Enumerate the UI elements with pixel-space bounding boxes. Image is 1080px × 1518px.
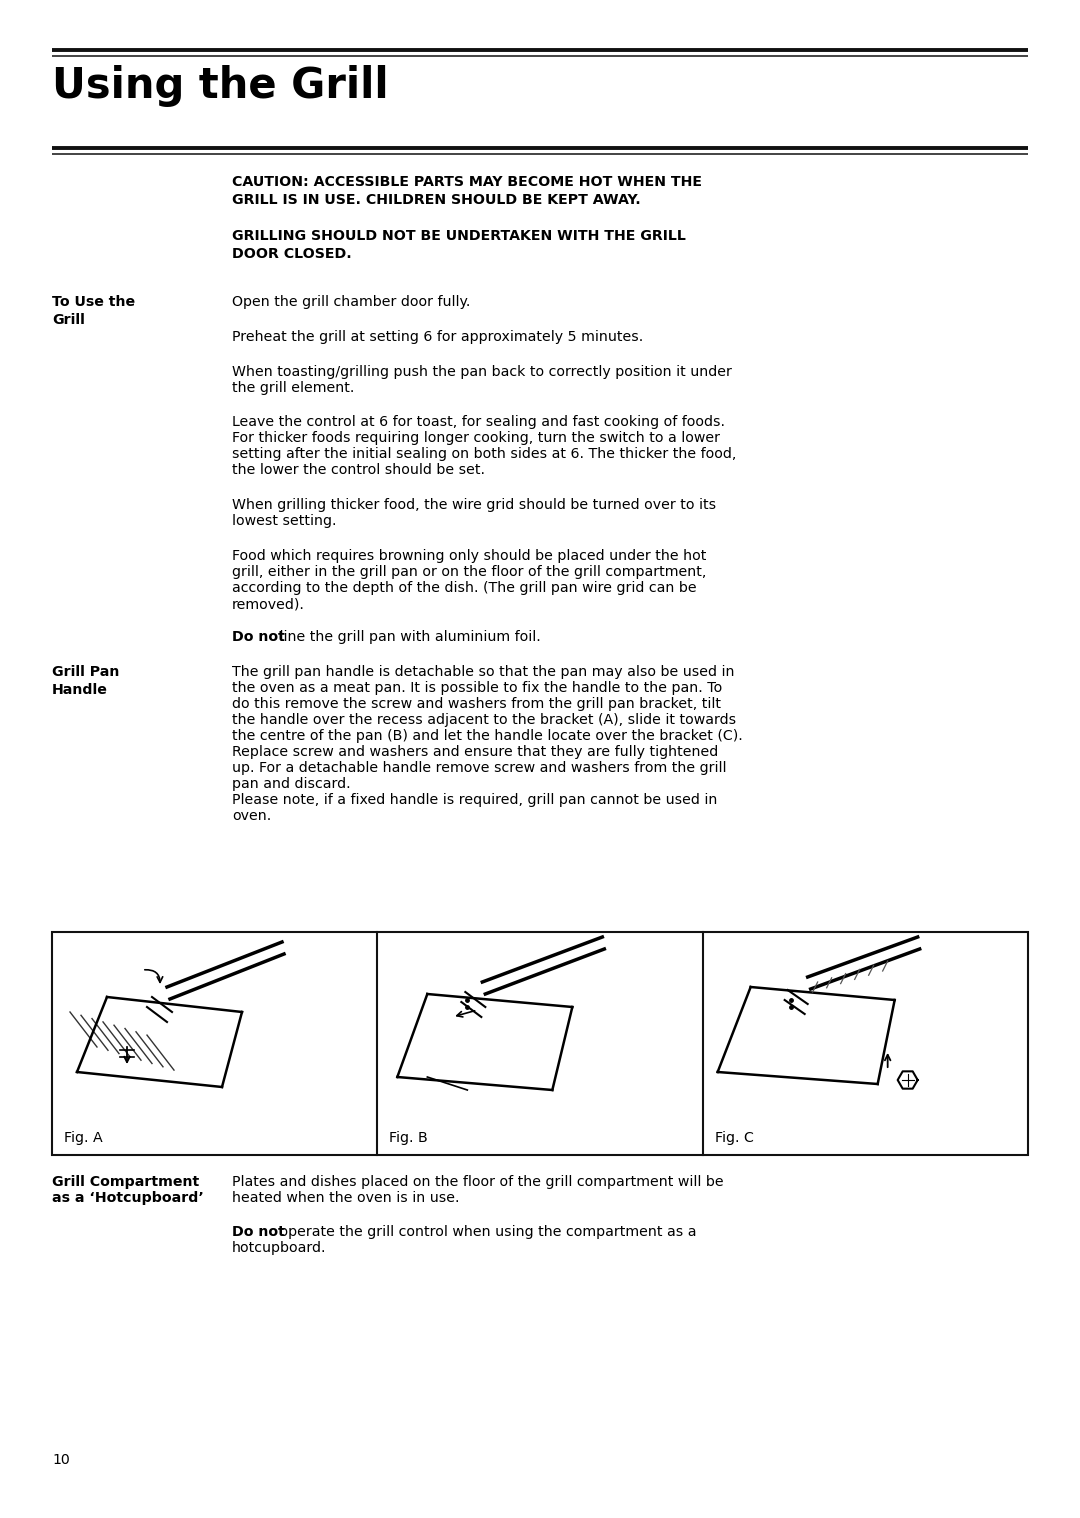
Text: Food which requires browning only should be placed under the hot: Food which requires browning only should… [232, 550, 706, 563]
Text: Fig. B: Fig. B [389, 1131, 428, 1145]
Text: CAUTION: ACCESSIBLE PARTS MAY BECOME HOT WHEN THE: CAUTION: ACCESSIBLE PARTS MAY BECOME HOT… [232, 175, 702, 190]
Text: according to the depth of the dish. (The grill pan wire grid can be: according to the depth of the dish. (The… [232, 581, 697, 595]
Text: DOOR CLOSED.: DOOR CLOSED. [232, 247, 352, 261]
Text: Preheat the grill at setting 6 for approximately 5 minutes.: Preheat the grill at setting 6 for appro… [232, 329, 644, 345]
Text: Grill Pan: Grill Pan [52, 665, 120, 679]
Text: 10: 10 [52, 1453, 70, 1466]
Text: operate the grill control when using the compartment as a: operate the grill control when using the… [275, 1225, 697, 1239]
Text: Using the Grill: Using the Grill [52, 65, 389, 106]
Text: the handle over the recess adjacent to the bracket (A), slide it towards: the handle over the recess adjacent to t… [232, 713, 737, 727]
Text: To Use the: To Use the [52, 294, 135, 310]
Text: Fig. A: Fig. A [64, 1131, 103, 1145]
Text: GRILL IS IN USE. CHILDREN SHOULD BE KEPT AWAY.: GRILL IS IN USE. CHILDREN SHOULD BE KEPT… [232, 193, 640, 206]
Text: the lower the control should be set.: the lower the control should be set. [232, 463, 485, 477]
Text: grill, either in the grill pan or on the floor of the grill compartment,: grill, either in the grill pan or on the… [232, 565, 706, 578]
Text: hotcupboard.: hotcupboard. [232, 1242, 326, 1255]
Text: line the grill pan with aluminium foil.: line the grill pan with aluminium foil. [275, 630, 541, 644]
Text: When grilling thicker food, the wire grid should be turned over to its: When grilling thicker food, the wire gri… [232, 498, 716, 512]
Text: Do not: Do not [232, 1225, 285, 1239]
Text: Grill Compartment: Grill Compartment [52, 1175, 199, 1189]
Text: Plates and dishes placed on the floor of the grill compartment will be: Plates and dishes placed on the floor of… [232, 1175, 724, 1189]
Text: lowest setting.: lowest setting. [232, 515, 337, 528]
Text: Handle: Handle [52, 683, 108, 697]
Text: do this remove the screw and washers from the grill pan bracket, tilt: do this remove the screw and washers fro… [232, 697, 721, 710]
Text: Leave the control at 6 for toast, for sealing and fast cooking of foods.: Leave the control at 6 for toast, for se… [232, 414, 725, 430]
Bar [52, 932, 1028, 1155]
Text: When toasting/grilling push the pan back to correctly position it under: When toasting/grilling push the pan back… [232, 364, 732, 380]
Text: setting after the initial sealing on both sides at 6. The thicker the food,: setting after the initial sealing on bot… [232, 446, 737, 461]
Text: Replace screw and washers and ensure that they are fully tightened: Replace screw and washers and ensure tha… [232, 745, 718, 759]
Text: For thicker foods requiring longer cooking, turn the switch to a lower: For thicker foods requiring longer cooki… [232, 431, 720, 445]
Text: pan and discard.: pan and discard. [232, 777, 351, 791]
Text: the grill element.: the grill element. [232, 381, 354, 395]
Text: removed).: removed). [232, 597, 305, 612]
Text: The grill pan handle is detachable so that the pan may also be used in: The grill pan handle is detachable so th… [232, 665, 734, 679]
Text: Do not: Do not [232, 630, 285, 644]
Text: Grill: Grill [52, 313, 85, 326]
Text: the oven as a meat pan. It is possible to fix the handle to the pan. To: the oven as a meat pan. It is possible t… [232, 682, 723, 695]
Text: Open the grill chamber door fully.: Open the grill chamber door fully. [232, 294, 471, 310]
Text: GRILLING SHOULD NOT BE UNDERTAKEN WITH THE GRILL: GRILLING SHOULD NOT BE UNDERTAKEN WITH T… [232, 229, 686, 243]
Text: Please note, if a fixed handle is required, grill pan cannot be used in: Please note, if a fixed handle is requir… [232, 792, 717, 808]
Text: the centre of the pan (B) and let the handle locate over the bracket (C).: the centre of the pan (B) and let the ha… [232, 729, 743, 742]
Text: Fig. C: Fig. C [715, 1131, 754, 1145]
Text: as a ‘Hotcupboard’: as a ‘Hotcupboard’ [52, 1192, 204, 1205]
Text: up. For a detachable handle remove screw and washers from the grill: up. For a detachable handle remove screw… [232, 761, 727, 776]
Text: oven.: oven. [232, 809, 271, 823]
Text: heated when the oven is in use.: heated when the oven is in use. [232, 1192, 459, 1205]
